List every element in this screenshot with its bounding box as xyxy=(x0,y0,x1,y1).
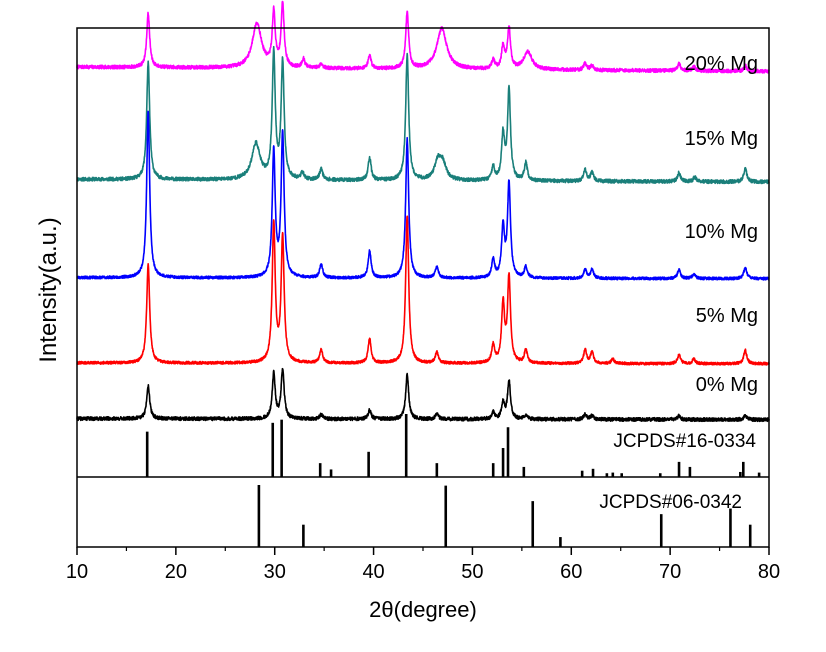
x-tick-label: 10 xyxy=(66,561,88,583)
y-axis-label: Intensity(a.u.) xyxy=(35,217,62,362)
plot-frame xyxy=(76,27,770,548)
x-tick-label: 50 xyxy=(461,561,483,583)
label-15pct-mg: 15% Mg xyxy=(685,128,758,150)
series-line-10pct-mg xyxy=(76,110,770,281)
x-tick-label: 70 xyxy=(659,561,681,583)
trace-labels: 20% Mg 15% Mg 10% Mg 5% Mg 0% Mg xyxy=(685,53,758,396)
reference-bars-06-0342 xyxy=(257,485,752,547)
x-tick-label: 40 xyxy=(362,561,384,583)
series-line-20pct-mg xyxy=(76,0,770,74)
series-line-15pct-mg xyxy=(76,45,770,185)
reference-bars-16-0334 xyxy=(145,414,761,477)
x-axis-ticks: 10 20 30 40 50 60 70 80 xyxy=(66,547,780,583)
x-tick-label: 80 xyxy=(758,561,780,583)
reference-label-16-0334: JCPDS#16-0334 xyxy=(613,431,756,452)
label-5pct-mg: 5% Mg xyxy=(696,305,758,327)
reference-label-06-0342: JCPDS#06-0342 xyxy=(599,492,742,513)
label-20pct-mg: 20% Mg xyxy=(685,53,758,75)
series-line-5pct-mg xyxy=(76,215,770,366)
label-0pct-mg: 0% Mg xyxy=(696,374,758,396)
label-10pct-mg: 10% Mg xyxy=(685,221,758,243)
xrd-traces xyxy=(76,0,770,423)
x-tick-label: 60 xyxy=(560,561,582,583)
x-tick-label: 20 xyxy=(165,561,187,583)
x-tick-label: 30 xyxy=(264,561,286,583)
series-line-0pct-mg xyxy=(76,367,770,423)
x-axis-label: 2θ(degree) xyxy=(369,597,477,622)
plot-border xyxy=(76,27,770,548)
